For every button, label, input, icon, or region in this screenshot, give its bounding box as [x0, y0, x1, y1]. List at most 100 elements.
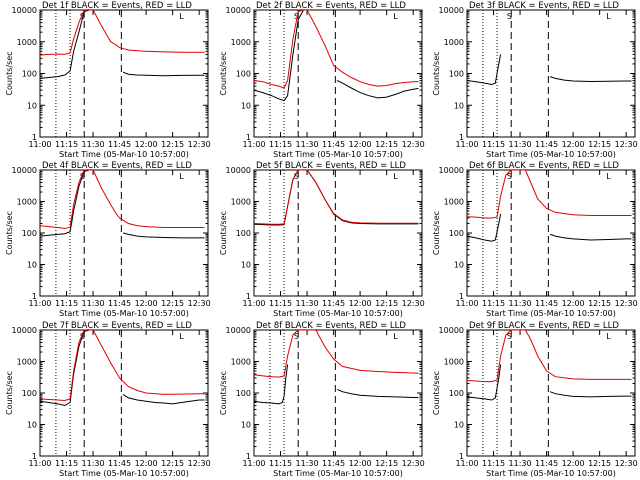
x-tick-label: 12:30 — [402, 459, 425, 468]
x-tick-label: 12:15 — [161, 299, 184, 308]
flag-label: L — [179, 172, 184, 181]
x-axis-label: Start Time (05-Mar-10 10:57:00) — [273, 309, 403, 318]
x-axis-label: Start Time (05-Mar-10 10:57:00) — [486, 309, 616, 318]
y-tick-label: 10 — [27, 101, 37, 110]
x-tick-label: 11:00 — [455, 459, 478, 468]
flag-label: S — [294, 172, 299, 181]
y-tick-label: 100 — [449, 229, 464, 238]
y-tick-label: 1000 — [444, 38, 464, 47]
y-axis-label: Counts/sec — [432, 371, 441, 415]
flag-label: S — [507, 172, 512, 181]
x-tick-label: 12:00 — [349, 140, 372, 149]
flag-label: S — [294, 12, 299, 21]
flag-label: L — [606, 332, 611, 341]
plot-frame — [39, 9, 209, 138]
x-tick-label: 11:15 — [55, 140, 78, 149]
y-tick-label: 10000 — [226, 6, 251, 15]
y-tick-label: 10000 — [226, 326, 251, 335]
x-tick-label: 11:45 — [535, 299, 558, 308]
x-tick-label: 11:45 — [108, 140, 131, 149]
y-tick-label: 10 — [27, 261, 37, 270]
panel-det-3: Det 3f BLACK = Events, RED = LLD 1 10 100 10… — [432, 1, 638, 159]
x-axis-label: Start Time (05-Mar-10 10:57:00) — [273, 150, 403, 159]
x-tick-label: 11:30 — [296, 299, 319, 308]
flag-label: L — [393, 172, 398, 181]
plot-frame — [466, 169, 636, 297]
panel-title: Det 6f BLACK = Events, RED = LLD — [469, 161, 619, 171]
x-tick-label: 12:00 — [562, 299, 585, 308]
x-tick-label: 11:30 — [509, 299, 532, 308]
events-black-line — [254, 10, 308, 102]
y-tick-label: 1 — [32, 133, 37, 142]
y-tick-label: 100 — [449, 389, 464, 398]
y-tick-label: 10 — [454, 261, 464, 270]
y-tick-label: 10000 — [439, 166, 464, 175]
flag-label: L — [179, 332, 184, 341]
events-black-line — [40, 170, 94, 237]
x-tick-label: 11:45 — [322, 459, 345, 468]
y-tick-label: 1 — [246, 452, 251, 461]
y-tick-label: 1000 — [17, 198, 37, 207]
x-tick-label: 12:30 — [615, 299, 638, 308]
panel-title: Det 9f BLACK = Events, RED = LLD — [469, 321, 619, 331]
y-tick-label: 100 — [236, 70, 251, 79]
x-tick-label: 12:15 — [588, 459, 611, 468]
events-black-line — [122, 232, 205, 239]
y-axis-label: Counts/sec — [5, 211, 14, 255]
y-axis-label: Counts/sec — [432, 211, 441, 255]
y-tick-label: 1 — [459, 133, 464, 142]
y-tick-label: 1000 — [231, 198, 251, 207]
panel-title: Det 2f BLACK = Events, RED = LLD — [256, 1, 406, 11]
x-tick-label: 11:00 — [242, 299, 265, 308]
x-tick-label: 11:45 — [322, 299, 345, 308]
y-tick-label: 100 — [449, 70, 464, 79]
lld-red-line — [254, 170, 419, 225]
flag-label: S — [294, 332, 299, 341]
y-tick-label: 1 — [32, 452, 37, 461]
flag-label: S — [507, 12, 512, 21]
events-black-line — [40, 10, 94, 79]
flag-label: L — [606, 172, 611, 181]
x-axis-label: Start Time (05-Mar-10 10:57:00) — [486, 469, 616, 478]
x-tick-label: 11:15 — [55, 299, 78, 308]
x-tick-label: 12:15 — [161, 140, 184, 149]
x-tick-label: 11:15 — [482, 140, 505, 149]
x-tick-label: 11:45 — [108, 459, 131, 468]
y-tick-label: 1000 — [231, 38, 251, 47]
flag-label: L — [393, 12, 398, 21]
plot-frame — [253, 9, 423, 138]
y-axis-label: Counts/sec — [5, 51, 14, 95]
events-black-line — [467, 364, 502, 401]
x-tick-label: 11:15 — [482, 299, 505, 308]
panel-title: Det 4f BLACK = Events, RED = LLD — [42, 161, 192, 171]
x-tick-label: 11:30 — [82, 459, 105, 468]
x-tick-label: 12:15 — [375, 459, 398, 468]
y-axis-label: Counts/sec — [432, 51, 441, 95]
y-tick-label: 10 — [241, 261, 251, 270]
events-black-line — [122, 393, 205, 405]
y-tick-label: 1 — [459, 452, 464, 461]
x-tick-label: 12:15 — [588, 299, 611, 308]
x-axis-label: Start Time (05-Mar-10 10:57:00) — [486, 150, 616, 159]
plot-frame — [466, 9, 636, 138]
x-tick-label: 12:30 — [188, 459, 211, 468]
panel-det-8: Det 8f BLACK = Events, RED = LLD 1 10 100 10… — [219, 321, 425, 478]
panel-det-4: Det 4f BLACK = Events, RED = LLD 1 10 100 10… — [5, 161, 211, 318]
y-axis-label: Counts/sec — [219, 371, 228, 415]
y-tick-label: 100 — [236, 389, 251, 398]
x-tick-label: 11:30 — [296, 140, 319, 149]
x-axis-label: Start Time (05-Mar-10 10:57:00) — [273, 469, 403, 478]
plot-frame — [466, 329, 636, 457]
flag-label: L — [606, 12, 611, 21]
x-tick-label: 12:15 — [375, 299, 398, 308]
x-tick-label: 12:15 — [375, 140, 398, 149]
lld-red-line — [40, 330, 205, 402]
y-tick-label: 10 — [454, 101, 464, 110]
x-tick-label: 11:00 — [242, 459, 265, 468]
x-tick-label: 12:00 — [562, 140, 585, 149]
x-tick-label: 11:45 — [535, 140, 558, 149]
y-tick-label: 1000 — [444, 198, 464, 207]
events-black-line — [336, 388, 419, 398]
x-tick-label: 12:00 — [135, 299, 158, 308]
